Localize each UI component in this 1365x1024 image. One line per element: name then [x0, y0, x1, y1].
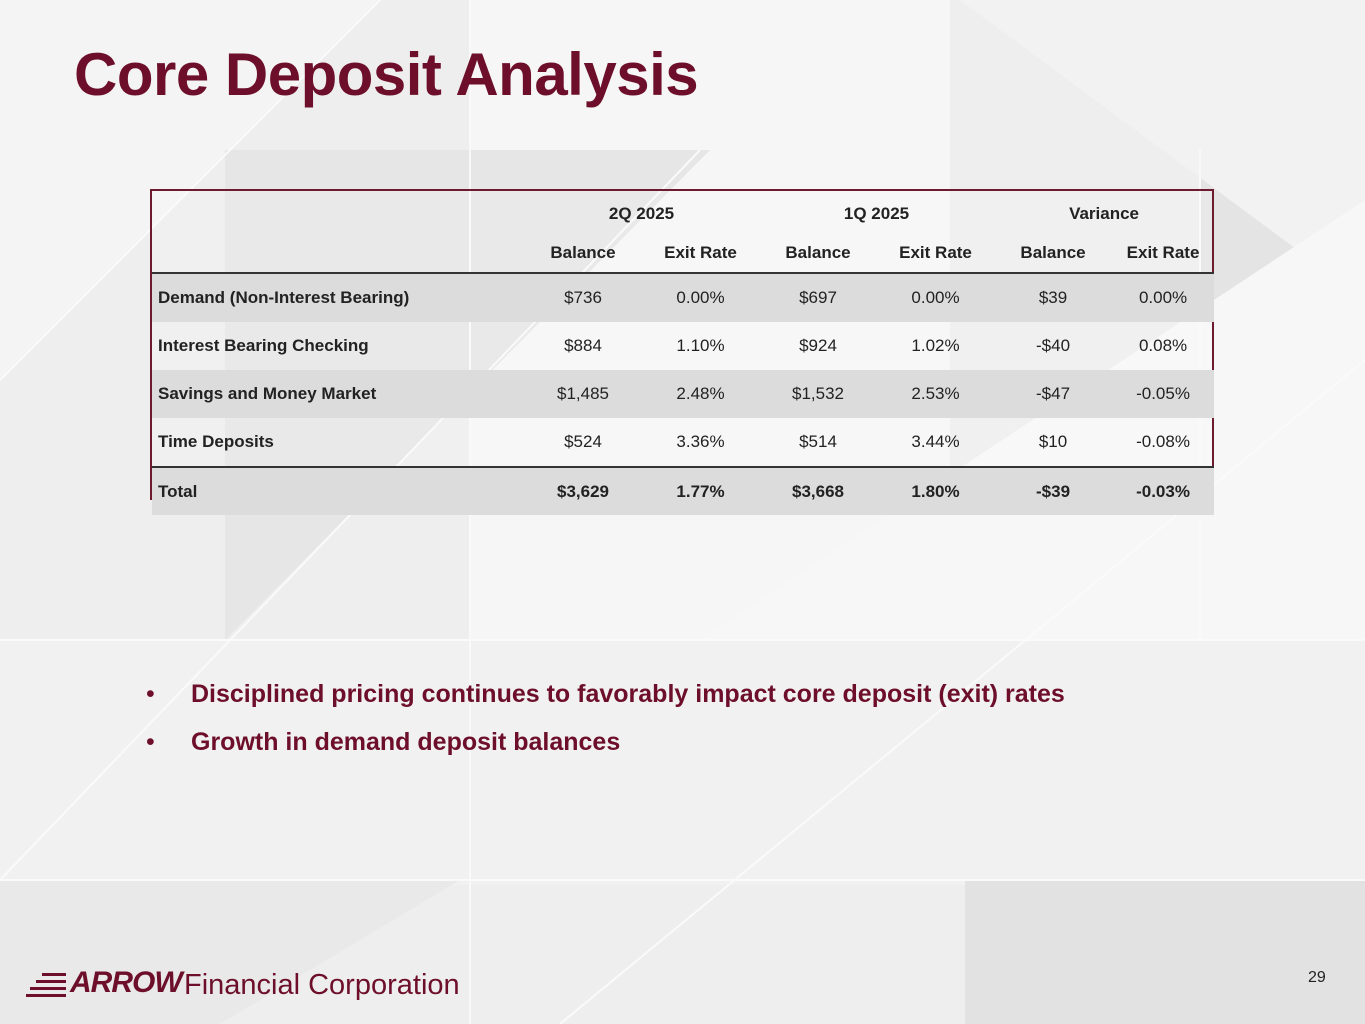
table-cell: -0.05% [1112, 370, 1215, 418]
table-row: Savings and Money Market $1,485 2.48% $1… [152, 370, 1215, 418]
table-cell: -0.08% [1136, 432, 1190, 451]
table-cell: 0.00% [877, 273, 995, 322]
total-cell: $3,668 [759, 466, 878, 515]
row-label: Interest Bearing Checking [158, 336, 369, 355]
page-number: 29 [1308, 969, 1326, 986]
table-cell: 1.10% [676, 336, 725, 355]
logo-brand: ARROW [70, 966, 183, 999]
bullet-text: Growth in demand deposit balances [191, 728, 621, 756]
table-cell: $884 [564, 336, 602, 355]
column-header: Balance [994, 234, 1113, 274]
table-cell: 3.36% [676, 432, 725, 451]
table-cell: $697 [759, 273, 878, 322]
table-cell: $924 [799, 336, 837, 355]
column-header: Balance [759, 234, 878, 274]
total-cell: -0.03% [1112, 466, 1215, 515]
table-cell: $524 [564, 432, 602, 451]
row-label: Demand (Non-Interest Bearing) [152, 273, 524, 322]
group-header-1q2025: 1Q 2025 [843, 204, 910, 223]
table-cell: $514 [799, 432, 837, 451]
column-header: Exit Rate [877, 234, 995, 274]
total-cell: $3,629 [524, 466, 642, 515]
table-row: Interest Bearing Checking $884 1.10% $92… [152, 322, 1214, 370]
table-cell: $10 [1038, 432, 1068, 451]
deposit-table: 2Q 2025 1Q 2025 Variance Balance Exit Ra… [150, 189, 1215, 515]
table-column-header-row: Balance Exit Rate Balance Exit Rate Bala… [152, 234, 1215, 274]
table-row: Time Deposits $524 3.36% $514 3.44% $10 … [152, 418, 1214, 467]
total-cell: -$39 [994, 466, 1113, 515]
table-cell: 2.53% [877, 370, 995, 418]
total-label: Total [152, 466, 524, 515]
bullet-marker: • [146, 680, 155, 708]
page-title: Core Deposit Analysis [74, 41, 699, 108]
bullet-item: • Disciplined pricing continues to favor… [146, 680, 1065, 728]
group-header-variance: Variance [1069, 204, 1140, 223]
table-cell: 3.44% [911, 432, 960, 451]
table-cell: 0.08% [1138, 336, 1188, 355]
table-cell: 0.00% [1112, 273, 1215, 322]
logo-lines-icon [26, 973, 66, 997]
table-cell: $736 [524, 273, 642, 322]
group-header-2q2025: 2Q 2025 [608, 204, 675, 223]
table-group-header-row: 2Q 2025 1Q 2025 Variance [152, 191, 1214, 234]
table-row: Demand (Non-Interest Bearing) $736 0.00%… [152, 273, 1215, 322]
bullet-item: • Growth in demand deposit balances [146, 728, 1065, 776]
row-label: Savings and Money Market [152, 370, 524, 418]
total-cell: 1.80% [877, 466, 995, 515]
table-total-row: Total $3,629 1.77% $3,668 1.80% -$39 -0.… [152, 466, 1215, 515]
table-cell: -$40 [1036, 336, 1071, 355]
logo-company-name: Financial Corporation [184, 969, 460, 1001]
column-header: Balance [524, 234, 642, 274]
bullet-text: Disciplined pricing continues to favorab… [191, 680, 1065, 708]
bullet-marker: • [146, 728, 155, 756]
total-cell: 1.77% [642, 466, 760, 515]
table-cell: 1.02% [911, 336, 960, 355]
column-header: Exit Rate [642, 234, 760, 274]
table-cell: $39 [994, 273, 1113, 322]
table-cell: $1,532 [759, 370, 878, 418]
table-cell: 0.00% [642, 273, 760, 322]
table-cell: $1,485 [524, 370, 642, 418]
bullet-list: • Disciplined pricing continues to favor… [146, 680, 1065, 776]
table-cell: 2.48% [642, 370, 760, 418]
column-header: Exit Rate [1112, 234, 1215, 274]
row-label: Time Deposits [158, 432, 274, 451]
table-corner-cell [152, 191, 524, 234]
table-label-header [152, 234, 524, 274]
table-cell: -$47 [994, 370, 1113, 418]
